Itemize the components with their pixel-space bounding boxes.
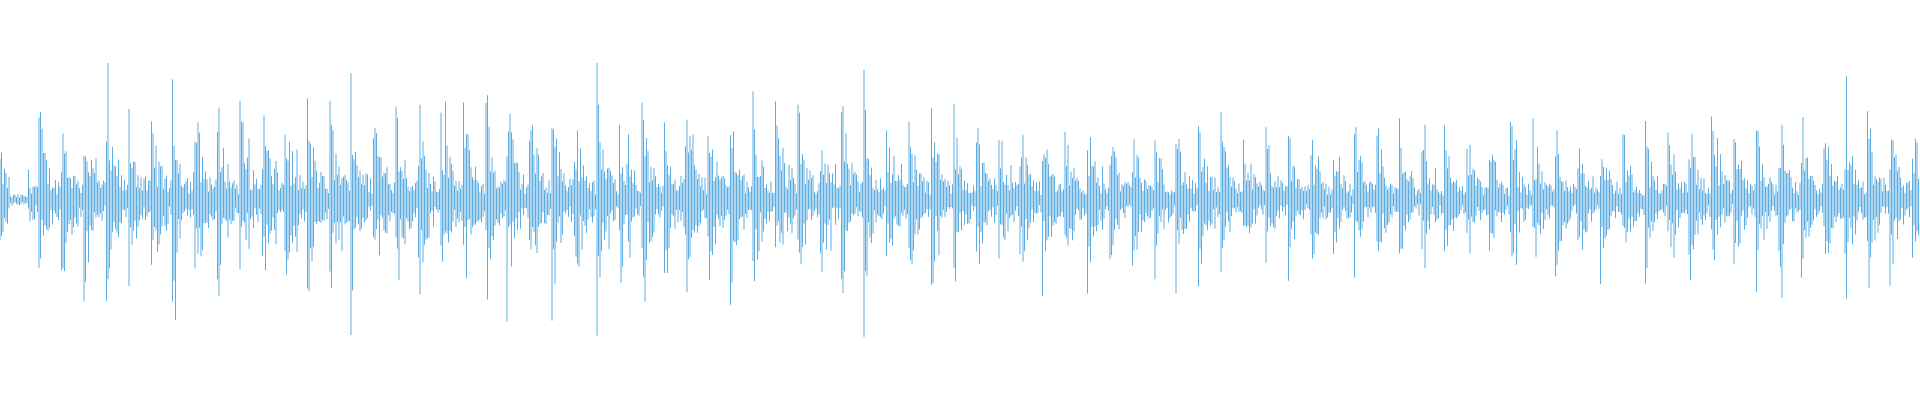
waveform-bars bbox=[0, 63, 1919, 337]
